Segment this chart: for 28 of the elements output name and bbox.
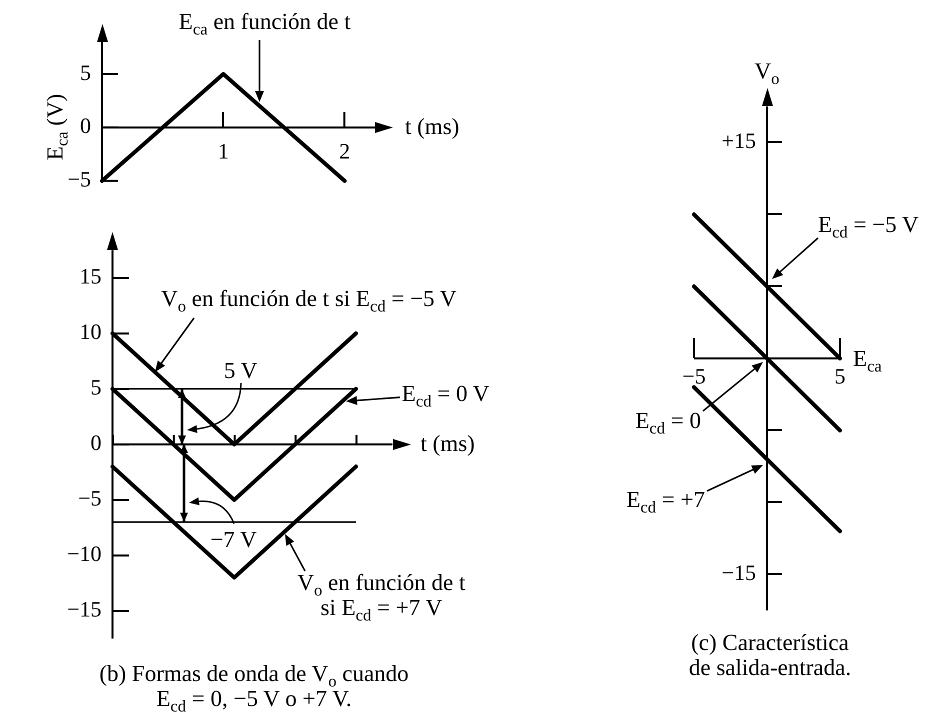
- annotation: −7 V: [210, 527, 257, 552]
- annotation: E$_{cd}$ = +7: [626, 487, 705, 516]
- text: (c) Característica de salida-entrada.: [688, 630, 852, 681]
- y-axis-title: V$_{o}$: [754, 59, 780, 88]
- annotation: E$_{cd}$ = 0: [635, 408, 701, 438]
- text: (b) Formas de onda de V$_{o}$ cuando E$_{cd}$ = 0, −5 V o +7 V.: [99, 661, 409, 715]
- y-tick-label: 15: [80, 264, 112, 289]
- x-tick-label: 1: [218, 138, 229, 164]
- y-tick-label: −10: [67, 541, 112, 566]
- y-tick-label: 0: [80, 113, 102, 138]
- text: E$_{cd}$ = 0 V: [402, 380, 490, 410]
- y-tick-label: +15: [722, 128, 767, 154]
- text: E$_{ca}$ en función de t: [178, 9, 351, 38]
- x-axis-title: E$_{ca}$: [853, 346, 882, 376]
- y-tick-label: −15: [67, 596, 112, 622]
- annotation: E$_{cd}$ = −5 V: [818, 212, 919, 242]
- y-tick-label: −5: [68, 166, 102, 192]
- y-tick-label: −15: [722, 560, 767, 586]
- x-axis-title: t (ms): [405, 114, 460, 140]
- x-axis-title: t (ms): [420, 431, 475, 457]
- y-tick-label: 5: [80, 60, 102, 85]
- x-tick-label: 2: [339, 138, 350, 164]
- annotation: 5 V: [224, 358, 258, 384]
- y-tick-label: 0: [90, 430, 112, 456]
- annotation: V$_{o}$ en función de t si E$_{cd}$ = +7 V: [297, 570, 466, 625]
- y-tick-label: −5: [78, 486, 112, 511]
- annotation: V$_{o}$ en función de t si E$_{cd}$ = −5 V: [161, 286, 456, 316]
- y-tick-label: 10: [80, 319, 112, 344]
